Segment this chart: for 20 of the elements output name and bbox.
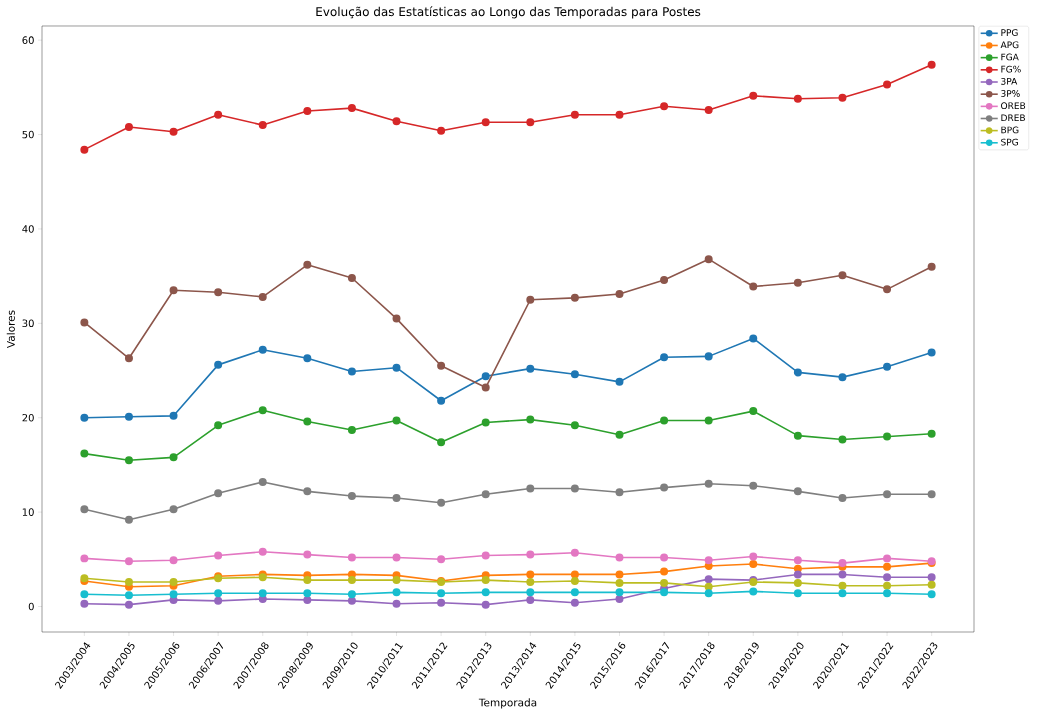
y-tick-label: 10 bbox=[22, 508, 34, 516]
legend-label: PPG bbox=[1001, 29, 1018, 37]
y-tick-label: 50 bbox=[22, 130, 34, 139]
chart-title: Evolução das Estatísticas ao Longo das Temporadas para Postes bbox=[316, 6, 701, 19]
y-tick-label: 60 bbox=[22, 36, 34, 44]
y-tick-label: 20 bbox=[22, 413, 34, 422]
legend-label: FG% bbox=[1001, 65, 1021, 73]
legend-label: BPG bbox=[1001, 126, 1019, 134]
y-axis-title: Valores bbox=[6, 310, 15, 348]
legend-label: SPG bbox=[1001, 138, 1018, 146]
legend-label: 3PA bbox=[1001, 77, 1018, 85]
legend-label: FGA bbox=[1001, 53, 1019, 61]
y-tick-label: 0 bbox=[28, 602, 34, 611]
x-axis-title: Temporada bbox=[478, 698, 537, 709]
y-tick-label: 40 bbox=[22, 225, 34, 233]
legend-label: DREB bbox=[1001, 114, 1025, 122]
legend-label: OREB bbox=[1001, 102, 1026, 110]
legend-label: 3P% bbox=[1001, 90, 1020, 97]
y-tick-label: 30 bbox=[22, 319, 34, 328]
legend-label: APG bbox=[1000, 41, 1019, 49]
